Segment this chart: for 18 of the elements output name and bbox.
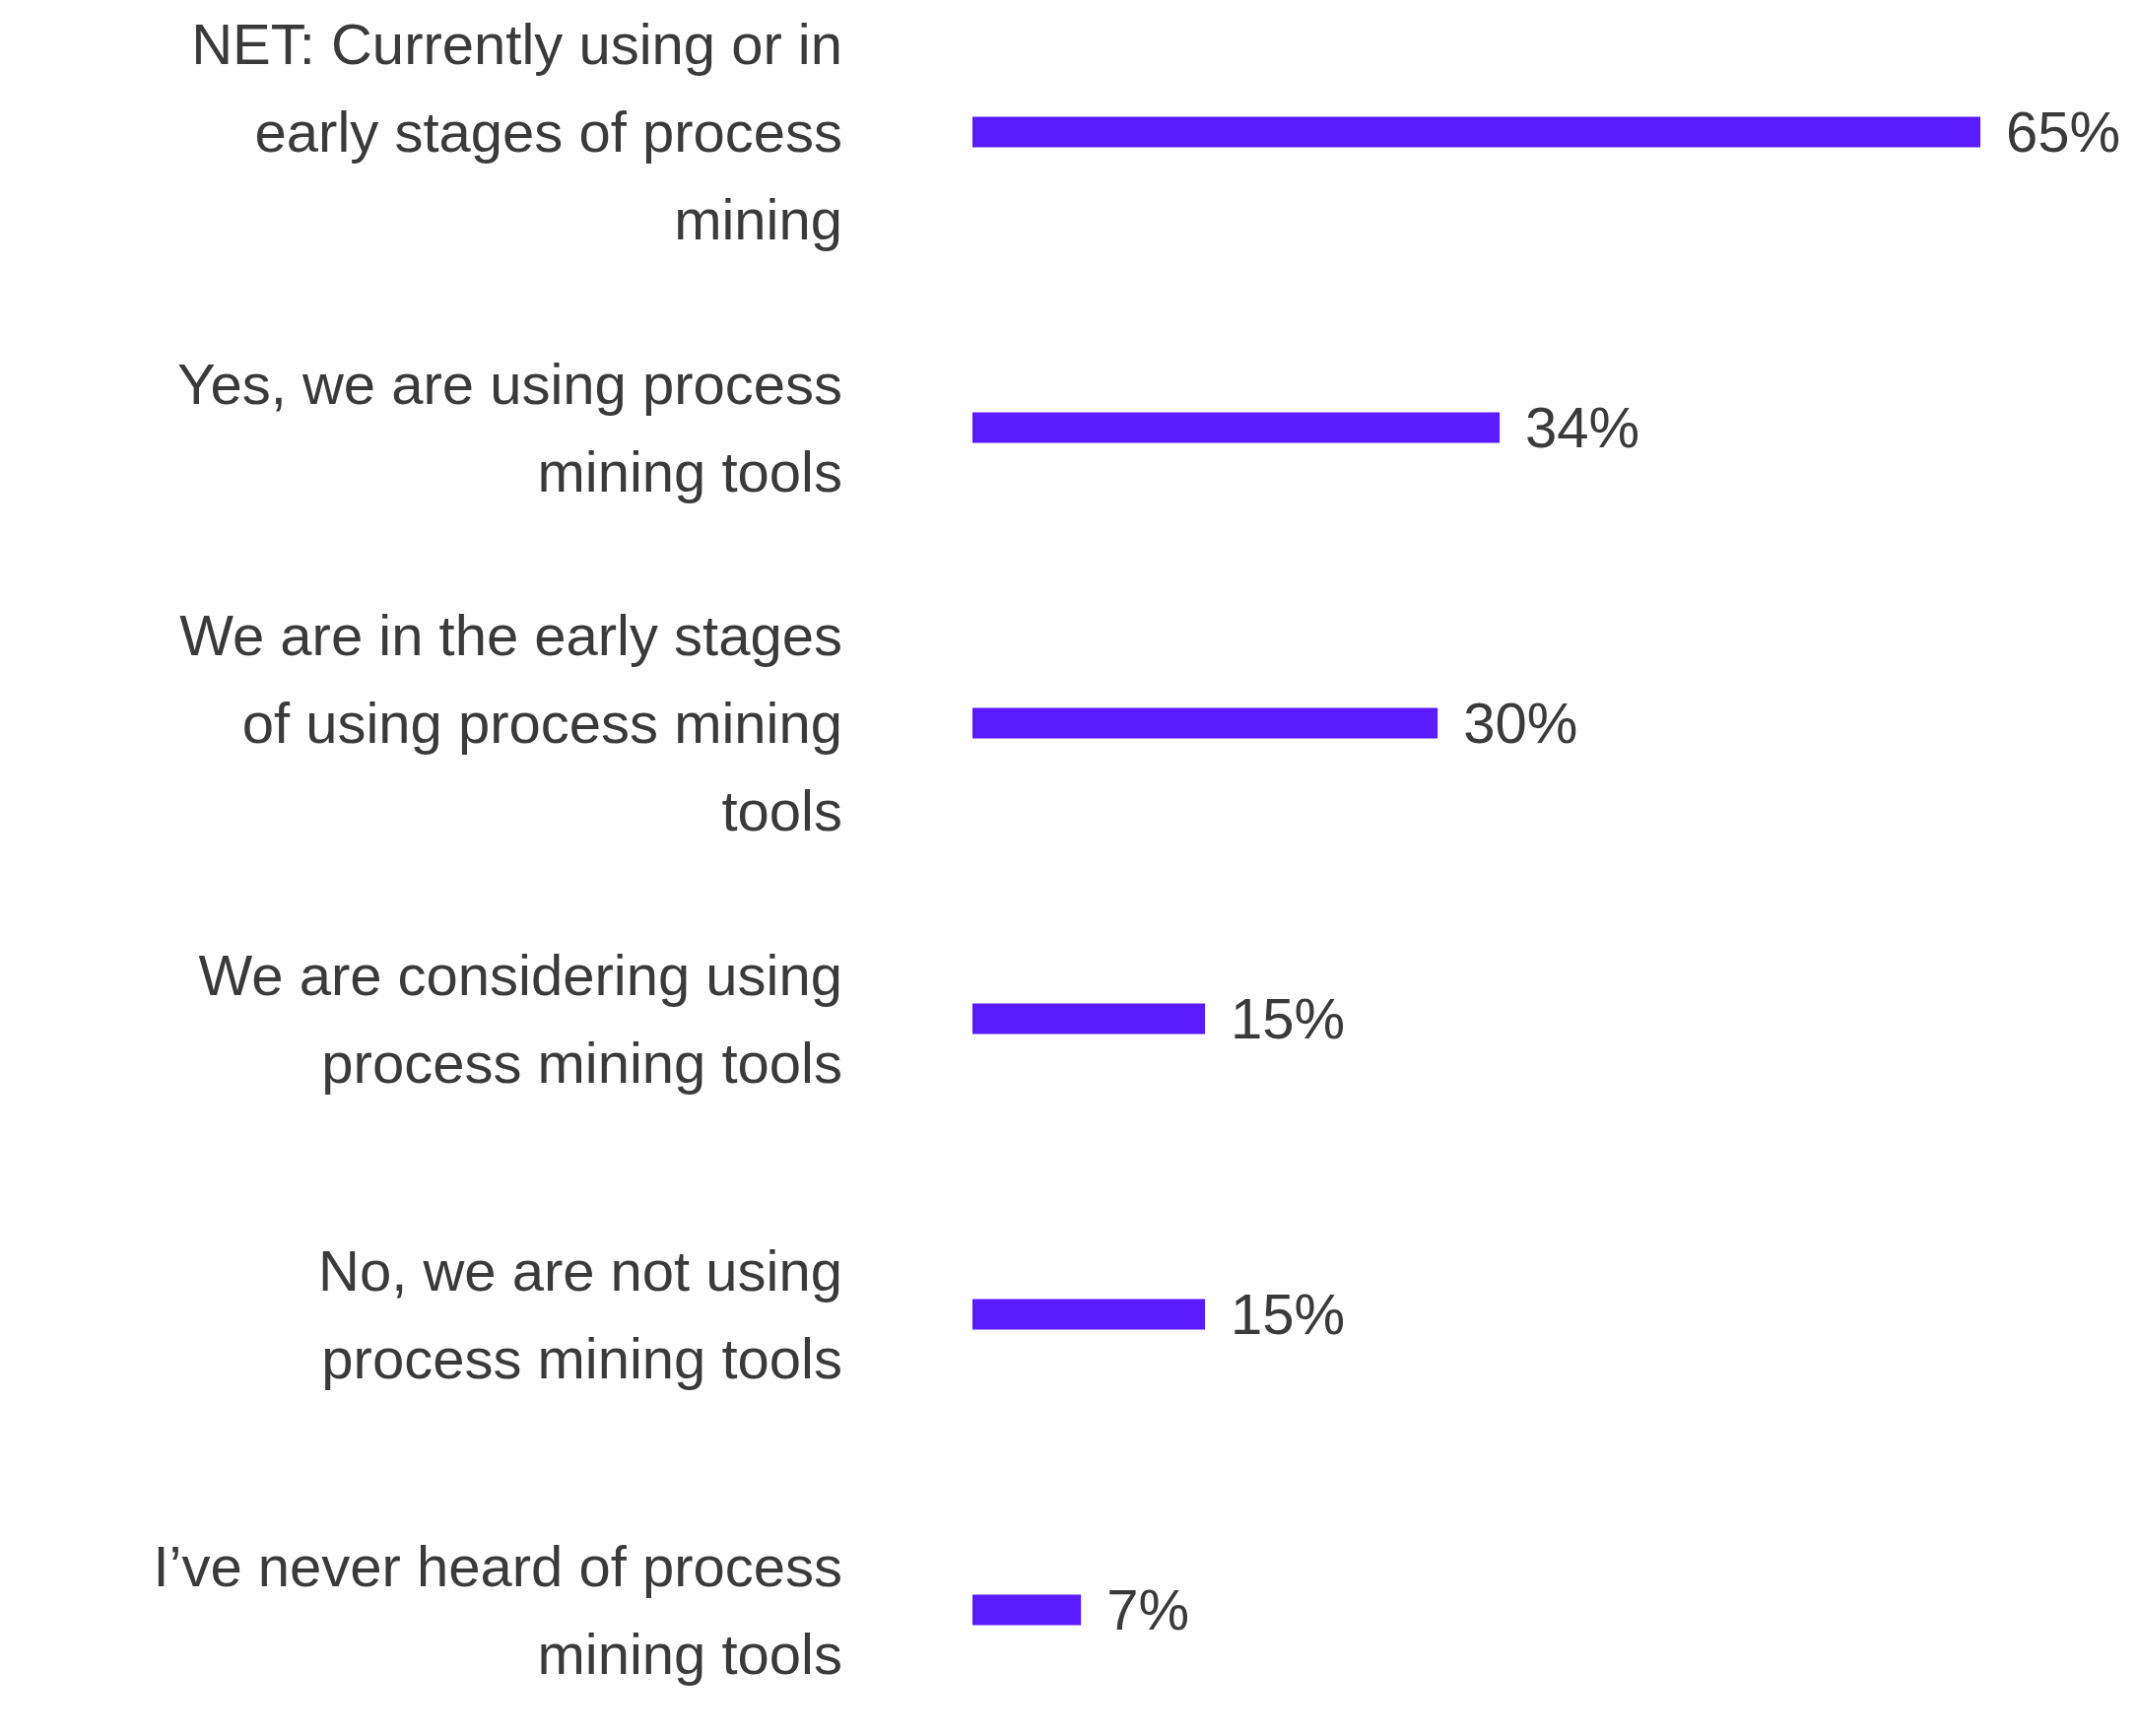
data-label: 30% — [1463, 691, 1578, 756]
data-label: 15% — [1231, 1282, 1346, 1347]
y-tick-label: I’ve never heard of process mining tools — [153, 1533, 842, 1686]
bar — [972, 1594, 1082, 1626]
data-label: 7% — [1106, 1577, 1189, 1642]
data-label: 34% — [1525, 395, 1640, 460]
data-label: 65% — [2006, 100, 2121, 165]
bar — [972, 116, 1980, 148]
y-tick-label: NET: Currently using or in early stages of process mining — [191, 12, 842, 252]
bar — [972, 1299, 1206, 1330]
y-tick-label: We are in the early stages of using process mining tools — [179, 603, 842, 843]
bar — [972, 707, 1438, 739]
data-label: 15% — [1231, 986, 1346, 1051]
bar — [972, 1003, 1206, 1035]
bar — [972, 412, 1501, 443]
y-tick-label: No, we are not using process mining tools — [318, 1237, 842, 1390]
y-tick-label: Yes, we are using process mining tools — [177, 351, 842, 503]
y-tick-label: We are considering using process mining tools — [198, 942, 842, 1095]
